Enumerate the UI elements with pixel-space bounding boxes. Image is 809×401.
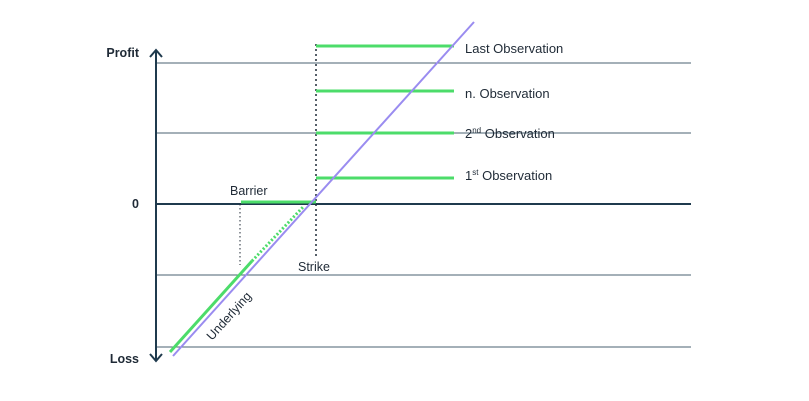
underlying-line — [172, 21, 475, 357]
axis-arrow-down-icon — [149, 353, 163, 363]
obs-1-label: 1st Observation — [465, 168, 552, 183]
axis-zero-label: 0 — [132, 197, 139, 211]
axis-loss-label: Loss — [110, 352, 139, 366]
axis-arrow-up-icon — [149, 48, 163, 58]
obs-1-rest: Observation — [478, 168, 552, 183]
obs-2-label: 2nd Observation — [465, 126, 555, 141]
obs-1-sup: st — [472, 168, 479, 177]
underlying-label: Underlying — [204, 289, 254, 343]
axis-profit-label: Profit — [106, 46, 139, 60]
obs-1-number: 1 — [465, 168, 472, 183]
obs-2-sup: nd — [472, 126, 481, 135]
payoff-loss-line — [168, 259, 254, 354]
strike-label: Strike — [298, 260, 330, 274]
barrier-label: Barrier — [230, 184, 268, 198]
obs-n-label: n. Observation — [465, 86, 550, 101]
payoff-dotted-segment — [250, 204, 306, 263]
obs-2-rest: Observation — [481, 126, 555, 141]
obs-last-label: Last Observation — [465, 41, 563, 56]
obs-2-number: 2 — [465, 126, 472, 141]
